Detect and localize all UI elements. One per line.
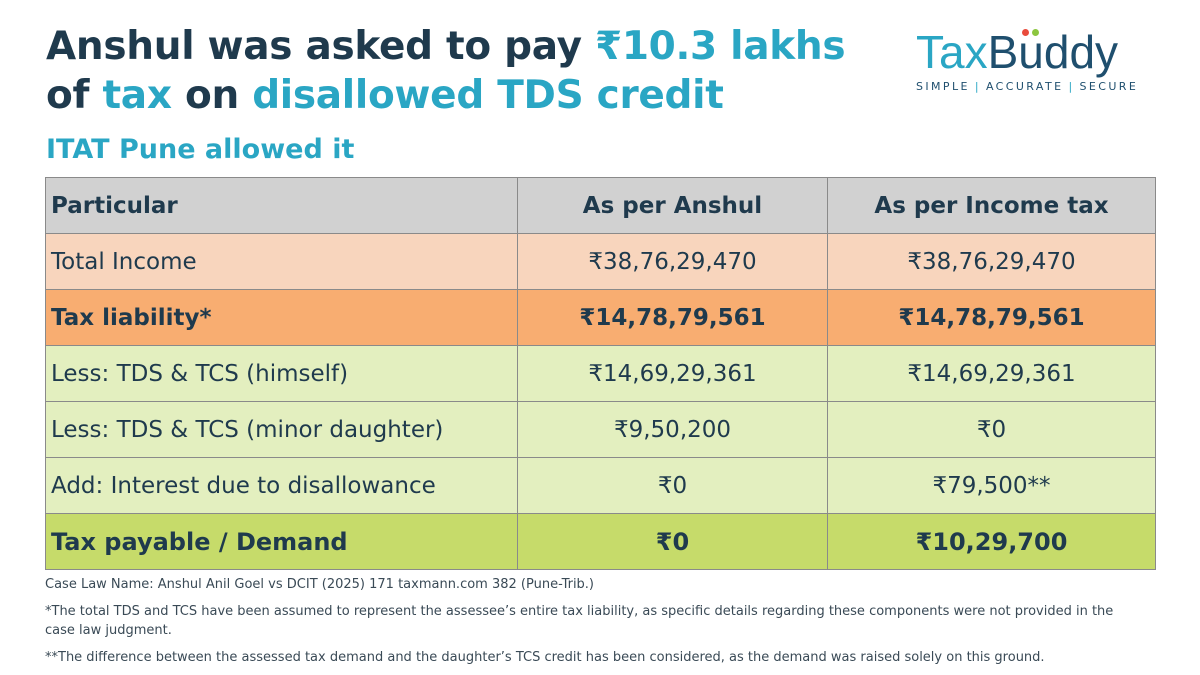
- tagline-separator: |: [1068, 80, 1075, 93]
- tagline-simple: SIMPLE: [916, 80, 970, 93]
- footnotes: Case Law Name: Anshul Anil Goel vs DCIT …: [45, 575, 1145, 675]
- table-header-row: Particular As per Anshul As per Income t…: [45, 177, 1156, 234]
- subheading: ITAT Pune allowed it: [46, 134, 355, 165]
- logo-word-tax: Tax: [916, 26, 988, 78]
- header-particular: Particular: [45, 177, 518, 234]
- headline-highlight: disallowed TDS credit: [252, 73, 724, 118]
- row-label: Total Income: [45, 233, 518, 290]
- tagline-separator: |: [974, 80, 981, 93]
- logo-word-u: u: [1018, 26, 1044, 78]
- row-label: Add: Interest due to disallowance: [45, 457, 518, 514]
- row-label: Less: TDS & TCS (minor daughter): [45, 401, 518, 458]
- headline-text: Anshul was asked to pay: [46, 24, 595, 69]
- case-law-reference: Case Law Name: Anshul Anil Goel vs DCIT …: [45, 577, 595, 592]
- value-anshul: ₹9,50,200: [517, 401, 828, 458]
- taxbuddy-logo: TaxB uddy SIMPLE | ACCURATE | SECURE: [916, 28, 1148, 93]
- value-income-tax: ₹0: [827, 401, 1156, 458]
- tagline-secure: SECURE: [1079, 80, 1139, 93]
- value-income-tax: ₹10,29,700: [827, 513, 1156, 570]
- row-total-income: Total Income ₹38,76,29,470 ₹38,76,29,470: [45, 233, 1156, 290]
- logo-wordmark: TaxB uddy: [916, 28, 1148, 76]
- logo-green-dot: [1032, 29, 1040, 36]
- row-tax-payable: Tax payable / Demand ₹0 ₹10,29,700: [45, 513, 1156, 570]
- headline-line-1: Anshul was asked to pay ₹10.3 lakhs: [46, 22, 846, 71]
- footnote-2: **The difference between the assessed ta…: [45, 650, 1045, 665]
- value-income-tax: ₹38,76,29,470: [827, 233, 1156, 290]
- row-label: Tax payable / Demand: [45, 513, 518, 570]
- headline-text: on: [171, 73, 253, 118]
- row-tax-liability: Tax liability* ₹14,78,79,561 ₹14,78,79,5…: [45, 289, 1156, 346]
- row-tds-tcs-himself: Less: TDS & TCS (himself) ₹14,69,29,361 …: [45, 345, 1156, 402]
- logo-red-dot: [1022, 29, 1030, 36]
- value-anshul: ₹14,69,29,361: [517, 345, 828, 402]
- row-label: Less: TDS & TCS (himself): [45, 345, 518, 402]
- value-income-tax: ₹14,69,29,361: [827, 345, 1156, 402]
- value-anshul: ₹38,76,29,470: [517, 233, 828, 290]
- row-interest: Add: Interest due to disallowance ₹0 ₹79…: [45, 457, 1156, 514]
- value-anshul: ₹0: [517, 457, 828, 514]
- headline: Anshul was asked to pay ₹10.3 lakhs of t…: [46, 22, 846, 120]
- tax-comparison-table: Particular As per Anshul As per Income t…: [45, 177, 1156, 570]
- tagline-accurate: ACCURATE: [985, 80, 1064, 93]
- row-tds-tcs-minor-daughter: Less: TDS & TCS (minor daughter) ₹9,50,2…: [45, 401, 1156, 458]
- headline-highlight: tax: [102, 73, 172, 118]
- logo-u-with-dots: u: [1018, 28, 1044, 76]
- logo-tagline: SIMPLE | ACCURATE | SECURE: [916, 80, 1148, 93]
- header-as-per-income-tax: As per Income tax: [827, 177, 1156, 234]
- logo-word-b: B: [987, 26, 1019, 78]
- logo-word-rest: ddy: [1043, 26, 1119, 78]
- headline-line-2: of tax on disallowed TDS credit: [46, 71, 845, 120]
- value-income-tax: ₹14,78,79,561: [827, 289, 1156, 346]
- value-income-tax: ₹79,500**: [827, 457, 1156, 514]
- headline-text: of: [46, 73, 103, 118]
- header-as-per-anshul: As per Anshul: [517, 177, 828, 234]
- footnote-1: *The total TDS and TCS have been assumed…: [45, 604, 1114, 638]
- headline-amount: ₹10.3 lakhs: [595, 24, 846, 69]
- value-anshul: ₹0: [517, 513, 828, 570]
- row-label: Tax liability*: [45, 289, 518, 346]
- value-anshul: ₹14,78,79,561: [517, 289, 828, 346]
